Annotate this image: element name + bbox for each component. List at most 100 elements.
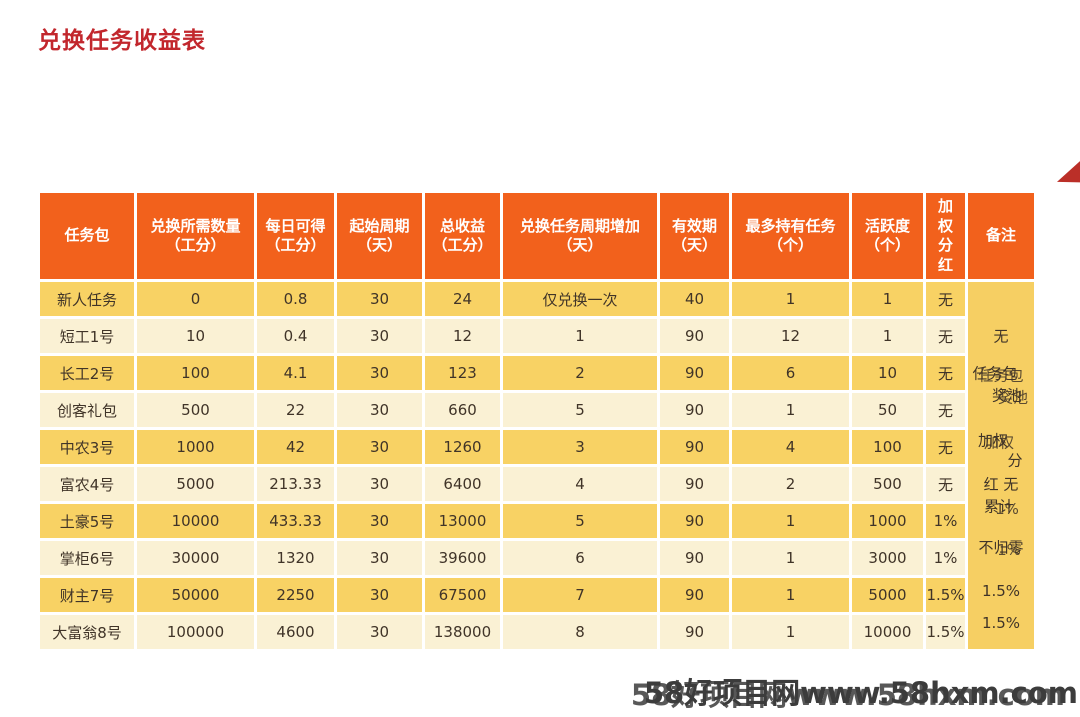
table-cell: 1 bbox=[732, 541, 849, 575]
table-cell: 90 bbox=[660, 578, 729, 612]
table-cell: 100 bbox=[137, 356, 254, 390]
table-cell: 1 bbox=[732, 615, 849, 649]
column-header: 加权分红 bbox=[926, 193, 965, 279]
table-cell: 4 bbox=[732, 430, 849, 464]
remark-line-overlap: 1% bbox=[997, 540, 1021, 559]
table-cell: 30000 bbox=[137, 541, 254, 575]
table-cell: 10 bbox=[137, 319, 254, 353]
remark-line-ghost: 奖池 bbox=[997, 388, 1029, 407]
table-cell: 无 bbox=[926, 393, 965, 427]
remark-line: 1.5% bbox=[981, 613, 1021, 632]
table-cell: 0.4 bbox=[257, 319, 334, 353]
remark-line: 奖池 bbox=[991, 386, 1023, 405]
table-cell: 5000 bbox=[137, 467, 254, 501]
table-cell: 30 bbox=[337, 356, 422, 390]
remark-line-overlap: 1% bbox=[995, 500, 1019, 519]
task-package-name: 中农3号 bbox=[40, 430, 134, 464]
remark-line: 累计 bbox=[983, 497, 1015, 516]
table-cell: 10 bbox=[852, 356, 923, 390]
red-triangle-decoration bbox=[1057, 161, 1080, 183]
column-header: 任务包 bbox=[40, 193, 134, 279]
task-package-name: 土豪5号 bbox=[40, 504, 134, 538]
table-cell: 1 bbox=[732, 393, 849, 427]
remark-line: 任务包 bbox=[972, 364, 1018, 383]
table-cell: 30 bbox=[337, 430, 422, 464]
table-cell: 4600 bbox=[257, 615, 334, 649]
table-cell: 1% bbox=[926, 504, 965, 538]
table-cell: 无 bbox=[926, 319, 965, 353]
table-cell: 12 bbox=[425, 319, 500, 353]
task-package-name: 掌柜6号 bbox=[40, 541, 134, 575]
table-cell: 2250 bbox=[257, 578, 334, 612]
table-cell: 5 bbox=[503, 504, 657, 538]
table-cell: 50000 bbox=[137, 578, 254, 612]
table-cell: 90 bbox=[660, 393, 729, 427]
table-cell: 1 bbox=[732, 578, 849, 612]
table-cell: 3000 bbox=[852, 541, 923, 575]
table-cell: 213.33 bbox=[257, 467, 334, 501]
table-cell: 1 bbox=[503, 319, 657, 353]
table-cell: 1.5% bbox=[926, 615, 965, 649]
column-header: 有效期（天） bbox=[660, 193, 729, 279]
task-package-name: 富农4号 bbox=[40, 467, 134, 501]
table-cell: 无 bbox=[926, 430, 965, 464]
table-cell: 1000 bbox=[852, 504, 923, 538]
remark-line: 分 bbox=[1007, 451, 1023, 470]
table-cell: 30 bbox=[337, 504, 422, 538]
table-cell: 24 bbox=[425, 282, 500, 316]
table-cell: 123 bbox=[425, 356, 500, 390]
table-cell: 1 bbox=[732, 282, 849, 316]
table-cell: 100000 bbox=[137, 615, 254, 649]
table-cell: 30 bbox=[337, 319, 422, 353]
table-cell: 1 bbox=[852, 319, 923, 353]
column-header: 兑换任务周期增加（天） bbox=[503, 193, 657, 279]
remark-line: 不归零 bbox=[978, 538, 1024, 557]
table-cell: 无 bbox=[926, 282, 965, 316]
table-cell: 90 bbox=[660, 430, 729, 464]
table-cell: 1 bbox=[852, 282, 923, 316]
table-cell: 30 bbox=[337, 615, 422, 649]
task-package-name: 短工1号 bbox=[40, 319, 134, 353]
table-cell: 30 bbox=[337, 541, 422, 575]
remark-line-ghost: 任务包 bbox=[978, 366, 1024, 385]
table-cell: 30 bbox=[337, 467, 422, 501]
task-package-name: 创客礼包 bbox=[40, 393, 134, 427]
table-cell: 1 bbox=[732, 504, 849, 538]
watermark-text-ghost: 58好项目网www.58hxm.com bbox=[630, 678, 1065, 712]
table-cell: 仅兑换一次 bbox=[503, 282, 657, 316]
column-header: 起始周期（天） bbox=[337, 193, 422, 279]
table-cell: 1.5% bbox=[926, 578, 965, 612]
watermark-text: 58好项目网www.58hxm.com bbox=[643, 676, 1078, 710]
table-cell: 1320 bbox=[257, 541, 334, 575]
table-cell: 433.33 bbox=[257, 504, 334, 538]
table-cell: 8 bbox=[503, 615, 657, 649]
table-cell: 0.8 bbox=[257, 282, 334, 316]
task-package-name: 长工2号 bbox=[40, 356, 134, 390]
table-cell: 90 bbox=[660, 504, 729, 538]
table-cell: 500 bbox=[852, 467, 923, 501]
task-package-name: 财主7号 bbox=[40, 578, 134, 612]
remark-line: 1.5% bbox=[981, 582, 1021, 601]
task-package-name: 新人任务 bbox=[40, 282, 134, 316]
table-cell: 39600 bbox=[425, 541, 500, 575]
table-cell: 4 bbox=[503, 467, 657, 501]
column-header: 每日可得（工分） bbox=[257, 193, 334, 279]
table-cell: 4.1 bbox=[257, 356, 334, 390]
remark-line: 加权 bbox=[977, 431, 1009, 450]
table-cell: 90 bbox=[660, 615, 729, 649]
table-cell: 6 bbox=[732, 356, 849, 390]
table-cell: 1000 bbox=[137, 430, 254, 464]
table-cell: 无 bbox=[926, 356, 965, 390]
table-cell: 10000 bbox=[137, 504, 254, 538]
table-cell: 90 bbox=[660, 319, 729, 353]
table-cell: 10000 bbox=[852, 615, 923, 649]
remark-line: 无 bbox=[993, 327, 1009, 346]
table-cell: 13000 bbox=[425, 504, 500, 538]
table-cell: 67500 bbox=[425, 578, 500, 612]
table-cell: 50 bbox=[852, 393, 923, 427]
table-cell: 90 bbox=[660, 541, 729, 575]
remark-line: 红 无 bbox=[983, 475, 1019, 494]
column-header: 活跃度（个） bbox=[852, 193, 923, 279]
column-header: 兑换所需数量（工分） bbox=[137, 193, 254, 279]
